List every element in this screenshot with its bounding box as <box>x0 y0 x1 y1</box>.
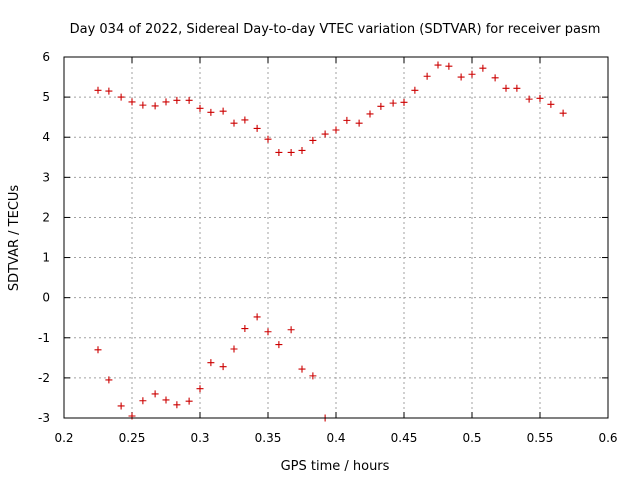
data-point-lower <box>151 390 159 398</box>
data-point-upper <box>298 146 306 154</box>
y-tick-label: 0 <box>42 291 50 305</box>
data-point-upper <box>389 99 397 107</box>
data-point-upper <box>411 86 419 94</box>
data-point-upper <box>196 104 204 112</box>
data-point-upper <box>230 119 238 127</box>
data-point-upper <box>185 96 193 104</box>
x-tick-label: 0.35 <box>255 431 282 445</box>
data-point-lower <box>298 365 306 373</box>
data-point-upper <box>105 87 113 95</box>
chart-title: Day 034 of 2022, Sidereal Day-to-day VTE… <box>70 22 601 37</box>
data-point-upper <box>173 96 181 104</box>
data-point-upper <box>434 61 442 69</box>
data-point-lower <box>173 401 181 409</box>
x-tick-label: 0.3 <box>190 431 209 445</box>
x-tick-label: 0.2 <box>54 431 73 445</box>
data-point-lower <box>253 313 261 321</box>
data-point-upper <box>536 94 544 102</box>
y-tick-label: -1 <box>38 331 50 345</box>
data-point-upper <box>94 86 102 94</box>
data-point-lower <box>264 328 272 336</box>
data-point-upper <box>547 100 555 108</box>
data-point-lower <box>287 326 295 334</box>
data-point-lower <box>275 341 283 349</box>
data-point-upper <box>309 136 317 144</box>
data-point-upper <box>457 73 465 81</box>
data-point-upper <box>491 74 499 82</box>
data-point-upper <box>355 119 363 127</box>
data-point-upper <box>400 98 408 106</box>
data-point-upper <box>502 84 510 92</box>
data-point-upper <box>207 108 215 116</box>
y-tick-label: 1 <box>42 251 50 265</box>
tick-labels: 0.2 0.25 0.3 0.35 0.4 0.45 0.5 0.55 0.6 -3 -2 -1 0 1 2… <box>38 50 618 445</box>
x-tick-label: 0.25 <box>119 431 146 445</box>
data-point-lower <box>94 346 102 354</box>
data-point-upper <box>139 101 147 109</box>
y-tick-label: 2 <box>42 210 50 224</box>
data-point-upper <box>525 95 533 103</box>
y-tick-label: 4 <box>42 130 50 144</box>
data-point-lower <box>230 345 238 353</box>
data-point-upper <box>423 72 431 80</box>
data-point-upper <box>117 93 125 101</box>
data-point-lower <box>196 385 204 393</box>
data-point-upper <box>445 62 453 70</box>
data-point-lower <box>117 402 125 410</box>
data-point-lower <box>185 397 193 405</box>
x-axis-title: GPS time / hours <box>281 459 390 474</box>
x-tick-label: 0.6 <box>598 431 617 445</box>
grid <box>64 57 608 418</box>
x-tick-label: 0.5 <box>462 431 481 445</box>
data-point-lower <box>162 396 170 404</box>
y-tick-label: 6 <box>42 50 50 64</box>
plot-frame <box>63 56 609 419</box>
data-point-upper <box>366 110 374 118</box>
y-tick-label: -3 <box>38 411 50 425</box>
data-point-lower <box>139 397 147 405</box>
data-point-upper <box>321 130 329 138</box>
data-point-upper <box>468 70 476 78</box>
x-tick-label: 0.55 <box>527 431 554 445</box>
data-point-upper <box>219 107 227 115</box>
x-tick-label: 0.45 <box>391 431 418 445</box>
data-point-upper <box>128 98 136 106</box>
data-point-upper <box>343 116 351 124</box>
data-point-upper <box>162 98 170 106</box>
data-point-upper <box>151 102 159 110</box>
y-tick-label: 3 <box>42 170 50 184</box>
x-tick-label: 0.4 <box>326 431 345 445</box>
data-point-upper <box>264 135 272 143</box>
data-points <box>94 61 567 422</box>
data-point-lower <box>105 376 113 384</box>
data-point-lower <box>241 325 249 333</box>
data-point-upper <box>332 126 340 134</box>
data-point-upper <box>559 109 567 117</box>
data-point-upper <box>287 148 295 156</box>
data-point-upper <box>377 102 385 110</box>
y-tick-label: 5 <box>42 90 50 104</box>
y-axis-title: SDTVAR / TECUs <box>7 185 22 292</box>
data-point-upper <box>513 84 521 92</box>
data-point-upper <box>241 116 249 124</box>
data-point-lower <box>207 359 215 367</box>
data-point-upper <box>275 148 283 156</box>
data-point-upper <box>479 64 487 72</box>
data-point-lower <box>219 363 227 371</box>
data-point-lower <box>309 372 317 380</box>
y-tick-label: -2 <box>38 371 50 385</box>
data-point-upper <box>253 124 261 132</box>
